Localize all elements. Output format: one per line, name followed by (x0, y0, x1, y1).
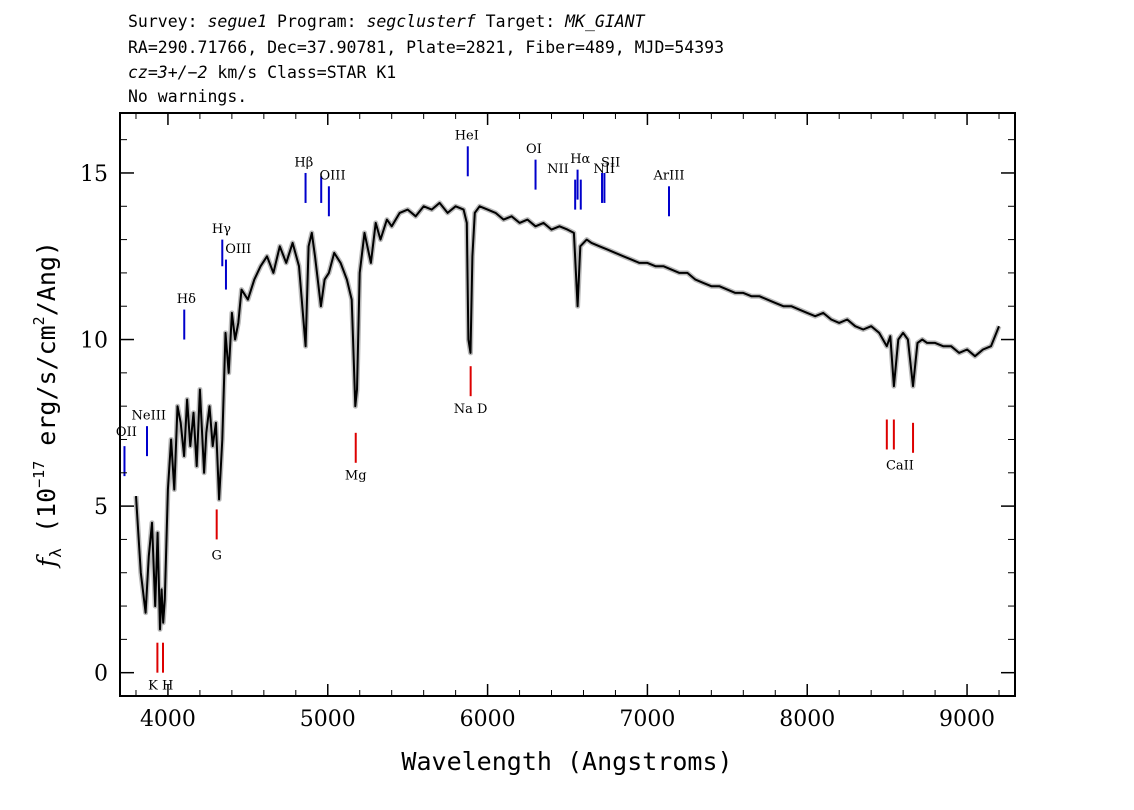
header-line-1: Survey: segue1 Program: segclusterf Targ… (128, 12, 645, 32)
x-tick-label: 5000 (300, 707, 356, 732)
line-label: Mg (345, 468, 367, 483)
model-spectrum (133, 200, 1002, 632)
y-tick-label: 5 (94, 495, 108, 520)
line-label: ArIII (652, 169, 684, 184)
model-line (133, 200, 1002, 632)
line-label: HeI (455, 129, 479, 144)
x-tick-label: 8000 (779, 707, 835, 732)
line-label: Hα (570, 152, 590, 167)
header-line-4: No warnings. (128, 87, 248, 106)
class-value: km/s Class=STAR K1 (207, 63, 397, 82)
target-key: Target: (475, 12, 566, 31)
header-line-3: cz=3+/−2 km/s Class=STAR K1 (128, 63, 396, 83)
axis-ticks: 4000 5000 6000 7000 8000 9000 0 5 10 15 (80, 113, 1015, 732)
y-axis-title: fλ (10−17 erg/s/cm2/Ang) (30, 241, 65, 569)
line-label: K H (148, 678, 173, 693)
header-line-2: RA=290.71766, Dec=37.90781, Plate=2821, … (128, 38, 725, 57)
line-label: Hδ (177, 292, 196, 307)
y-tick-label: 15 (80, 162, 108, 187)
survey-value: segue1 (207, 12, 268, 31)
survey-key: Survey: (128, 12, 208, 31)
line-label: NII (547, 162, 569, 177)
redshift-value: cz=3+/−2 (128, 63, 208, 82)
line-label: OIII (320, 169, 346, 184)
flux-spectrum (135, 201, 1000, 631)
x-tick-label: 9000 (939, 707, 995, 732)
line-label: Hβ (294, 155, 313, 170)
plot-frame (119, 112, 1016, 697)
line-label: Hγ (212, 222, 231, 237)
line-label: Na D (454, 402, 488, 417)
line-label: OI (526, 142, 542, 157)
program-key: Program: (267, 12, 367, 31)
x-tick-label: 7000 (619, 707, 675, 732)
line-label: NeIII (132, 408, 166, 423)
flux-line (135, 201, 1000, 631)
y-tick-label: 0 (94, 662, 108, 687)
line-label: OII (116, 425, 137, 440)
line-label: CaII (886, 458, 914, 473)
x-axis-title: Wavelength (Angstroms) (401, 747, 732, 776)
line-label: SII (601, 155, 620, 170)
x-tick-label: 4000 (140, 707, 196, 732)
x-tick-label: 6000 (460, 707, 516, 732)
line-label: G (211, 548, 221, 563)
program-value: segclusterf (366, 12, 476, 31)
line-label: NII (593, 162, 615, 177)
spectral-line-markers: OIINeIIIHδHγOIIIHβOIIIHeIOINIIHαNIISIIAr… (116, 129, 915, 693)
target-value: MK_GIANT (565, 12, 645, 31)
line-label: OIII (225, 242, 251, 257)
y-tick-label: 10 (80, 329, 108, 354)
